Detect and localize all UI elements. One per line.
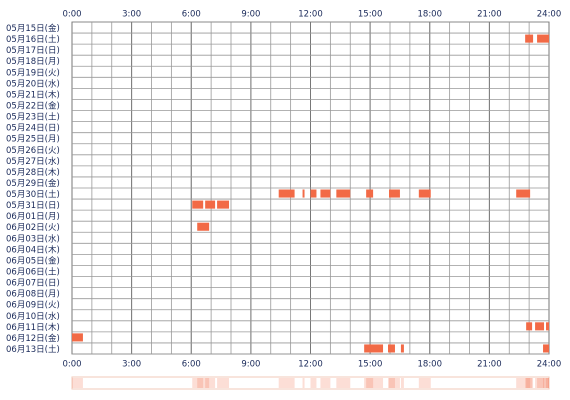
row-label: 06月12日(金) bbox=[6, 333, 60, 344]
row-label: 06月13日(土) bbox=[6, 344, 60, 355]
row-label: 05月26日(火) bbox=[6, 146, 60, 156]
x-tick-label: 18:00 bbox=[418, 360, 443, 370]
activity-bar bbox=[516, 189, 531, 198]
x-tick-label: 0:00 bbox=[62, 10, 81, 20]
activity-bar bbox=[537, 34, 549, 43]
activity-bar bbox=[400, 344, 404, 353]
row-label: 05月21日(木) bbox=[6, 89, 60, 100]
activity-bar bbox=[389, 189, 400, 198]
row-label: 05月20日(水) bbox=[6, 78, 60, 89]
x-tick-label: 12:00 bbox=[298, 10, 323, 20]
row-label: 06月09日(火) bbox=[6, 301, 60, 311]
summary-bar bbox=[535, 378, 545, 388]
x-tick-label: 9:00 bbox=[241, 10, 260, 20]
row-label: 06月04日(木) bbox=[6, 244, 60, 255]
x-tick-label: 15:00 bbox=[358, 360, 383, 370]
activity-bar bbox=[418, 189, 431, 198]
summary-bar bbox=[400, 378, 404, 388]
activity-bar bbox=[366, 189, 374, 198]
activity-bar bbox=[543, 344, 549, 353]
summary-bar bbox=[389, 378, 400, 388]
x-tick-label: 6:00 bbox=[182, 360, 201, 370]
summary-bar bbox=[388, 378, 395, 388]
activity-bar bbox=[364, 344, 384, 353]
row-label: 06月01日(月) bbox=[6, 212, 60, 222]
x-tick-label: 12:00 bbox=[298, 360, 323, 370]
activity-bar bbox=[72, 333, 83, 342]
row-label: 06月07日(日) bbox=[6, 279, 60, 289]
summary-bar bbox=[364, 378, 384, 388]
summary-bar bbox=[217, 378, 230, 388]
activity-bar bbox=[310, 189, 317, 198]
summary-bar bbox=[205, 378, 216, 388]
x-tick-label: 0:00 bbox=[62, 360, 81, 370]
x-tick-label: 21:00 bbox=[477, 360, 502, 370]
x-tick-label: 24:00 bbox=[537, 10, 562, 20]
activity-bar bbox=[217, 200, 230, 209]
summary-bar bbox=[418, 378, 431, 388]
activity-bar bbox=[526, 322, 533, 331]
row-label: 05月17日(日) bbox=[6, 46, 60, 56]
summary-bar bbox=[526, 378, 533, 388]
row-label: 06月02日(火) bbox=[6, 223, 60, 233]
summary-bar bbox=[516, 378, 531, 388]
row-label: 06月10日(水) bbox=[6, 311, 60, 322]
x-tick-label: 6:00 bbox=[182, 10, 201, 20]
summary-bar bbox=[537, 378, 549, 388]
x-tick-label: 15:00 bbox=[358, 10, 383, 20]
summary-bar bbox=[543, 378, 549, 388]
activity-bar bbox=[525, 34, 534, 43]
activity-bar bbox=[197, 222, 210, 231]
row-label: 05月28日(木) bbox=[6, 167, 60, 178]
row-label: 06月06日(土) bbox=[6, 267, 60, 278]
activity-bar bbox=[320, 189, 331, 198]
x-tick-label: 9:00 bbox=[241, 360, 260, 370]
summary-bar bbox=[336, 378, 351, 388]
activity-bar bbox=[535, 322, 545, 331]
activity-bar bbox=[205, 200, 216, 209]
row-label: 05月22日(金) bbox=[6, 101, 60, 112]
x-tick-label: 18:00 bbox=[418, 10, 443, 20]
row-label: 05月27日(水) bbox=[6, 156, 60, 167]
x-tick-label: 21:00 bbox=[477, 10, 502, 20]
x-tick-label: 3:00 bbox=[122, 10, 141, 20]
x-tick-label: 3:00 bbox=[122, 360, 141, 370]
summary-bar bbox=[302, 378, 305, 388]
row-label: 06月11日(木) bbox=[6, 322, 60, 333]
summary-bar bbox=[525, 378, 534, 388]
row-label: 05月18日(月) bbox=[6, 57, 60, 67]
row-label: 05月31日(日) bbox=[6, 201, 60, 211]
row-label: 05月24日(日) bbox=[6, 124, 60, 134]
activity-bar bbox=[278, 189, 295, 198]
summary-strip bbox=[71, 376, 550, 390]
summary-bar bbox=[72, 378, 83, 388]
row-label: 05月15日(金) bbox=[6, 23, 60, 34]
row-label: 05月19日(火) bbox=[6, 68, 60, 78]
row-label: 05月23日(土) bbox=[6, 112, 60, 123]
row-label: 06月03日(水) bbox=[6, 233, 60, 244]
row-label: 06月08日(月) bbox=[6, 290, 60, 300]
summary-bar bbox=[320, 378, 331, 388]
activity-bar bbox=[336, 189, 351, 198]
x-tick-label: 24:00 bbox=[537, 360, 562, 370]
activity-bar bbox=[302, 189, 305, 198]
summary-bar bbox=[197, 378, 210, 388]
row-label: 05月25日(月) bbox=[6, 135, 60, 145]
row-label: 05月29日(金) bbox=[6, 178, 60, 189]
row-label: 05月30日(土) bbox=[6, 189, 60, 200]
activity-bar bbox=[192, 200, 204, 209]
summary-bar bbox=[310, 378, 317, 388]
row-label: 05月16日(土) bbox=[6, 34, 60, 45]
row-label: 06月05日(金) bbox=[6, 255, 60, 266]
summary-bar bbox=[192, 378, 204, 388]
summary-bar bbox=[546, 378, 549, 388]
activity-bar bbox=[388, 344, 395, 353]
summary-bar bbox=[366, 378, 374, 388]
summary-bar bbox=[278, 378, 295, 388]
activity-bar bbox=[546, 322, 549, 331]
